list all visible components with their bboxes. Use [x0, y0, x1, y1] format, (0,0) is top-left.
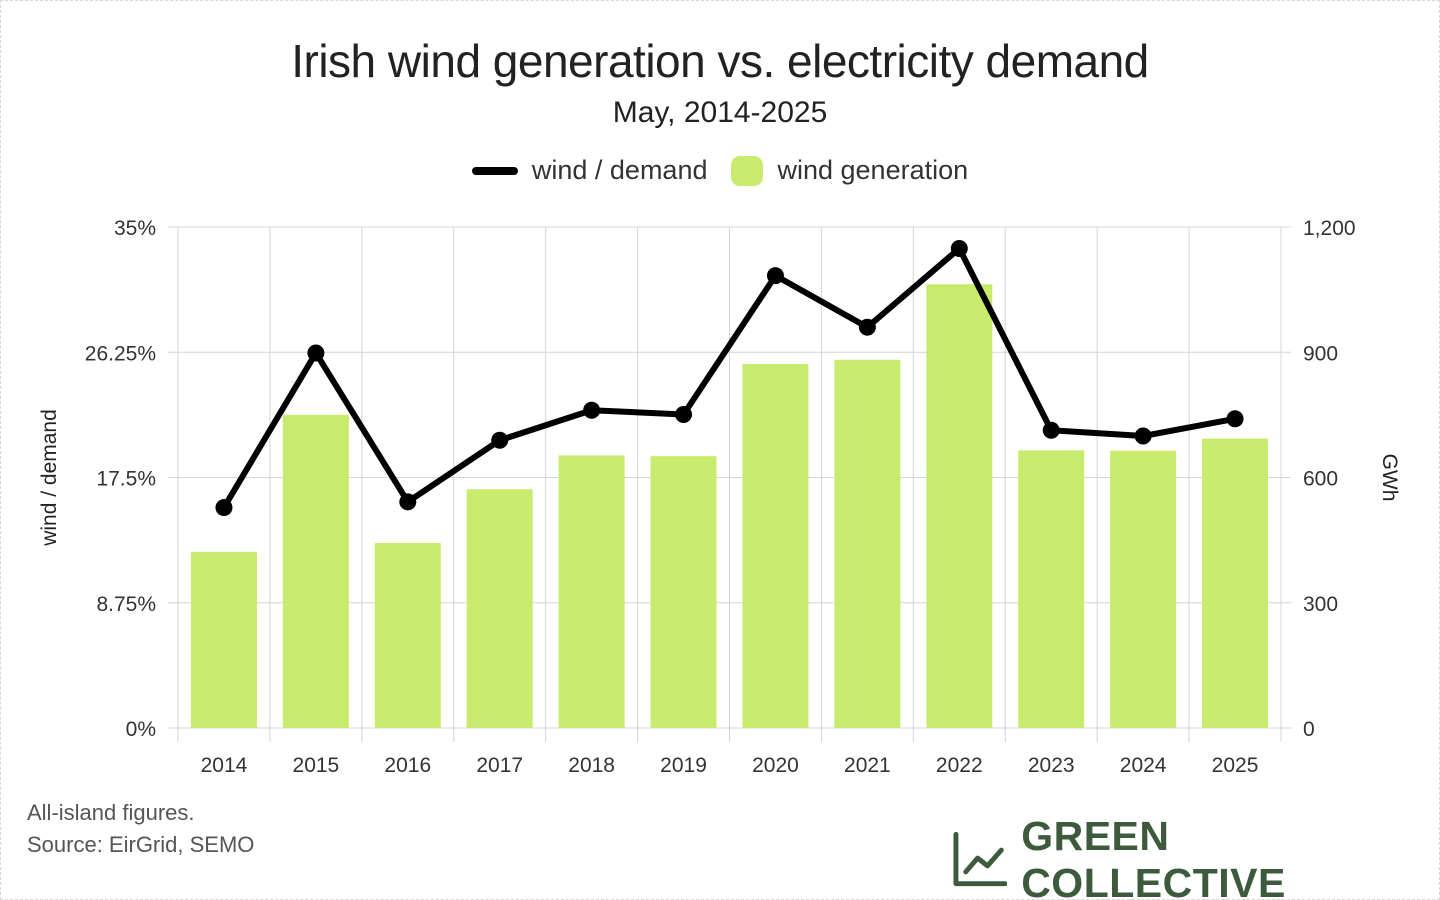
brand-logo: GREEN COLLECTIVE [952, 813, 1440, 900]
x-tick-label: 2014 [201, 754, 248, 777]
ratio-point-2020[interactable] [766, 267, 784, 285]
y-left-tick-label: 26.25% [85, 342, 156, 365]
y-axis-right-title: GWh [1378, 454, 1401, 502]
x-tick-label: 2016 [384, 754, 431, 777]
bar-2022[interactable] [926, 284, 993, 728]
bar-2017[interactable] [466, 489, 533, 728]
legend-line-swatch [471, 166, 518, 175]
ratio-point-2016[interactable] [399, 493, 417, 511]
ratio-point-2014[interactable] [215, 499, 233, 517]
x-tick-label: 2021 [844, 754, 891, 777]
x-tick-label: 2018 [568, 754, 615, 777]
x-tick-label: 2022 [936, 754, 983, 777]
bar-2020[interactable] [742, 363, 809, 728]
bar-2018[interactable] [558, 455, 625, 728]
ratio-point-2015[interactable] [307, 344, 325, 362]
ratio-point-2022[interactable] [950, 239, 968, 257]
ratio-line [220, 245, 1239, 511]
legend-label-ratio: wind / demand [531, 155, 708, 185]
y-left-tick-label: 35% [114, 217, 156, 240]
axes: 0% 8.75% 17.5% 26.25% 35% 0 300 600 900 1,200 2014… [85, 217, 1356, 777]
x-tick-label: 2024 [1120, 754, 1167, 777]
footnote-coverage: All-island figures. [27, 800, 195, 825]
chart-title: Irish wind generation vs. electricity de… [291, 35, 1149, 87]
ratio-point-2025[interactable] [1226, 410, 1244, 428]
bar-2023[interactable] [1018, 450, 1085, 728]
y-right-tick-label: 0 [1303, 718, 1315, 741]
x-tick-label: 2017 [476, 754, 523, 777]
bar-2015[interactable] [282, 414, 349, 728]
ratio-point-2024[interactable] [1134, 427, 1152, 445]
ratio-point-2018[interactable] [583, 401, 601, 419]
grid-lines [168, 226, 1291, 742]
legend-item-ratio[interactable]: wind / demand [471, 155, 708, 186]
y-right-tick-label: 600 [1303, 468, 1338, 491]
bar-2019[interactable] [650, 456, 717, 728]
chart-subtitle: May, 2014-2025 [612, 96, 828, 129]
x-tick-label: 2015 [293, 754, 340, 777]
y-left-tick-label: 0% [126, 718, 156, 741]
brand-name: GREEN COLLECTIVE [1021, 813, 1286, 900]
bar-2025[interactable] [1202, 438, 1269, 728]
line-series [215, 239, 1244, 517]
bar-2024[interactable] [1110, 450, 1177, 728]
y-left-tick-label: 17.5% [96, 468, 156, 491]
ratio-point-2019[interactable] [675, 406, 693, 424]
ratio-point-2017[interactable] [491, 431, 509, 449]
footnote-source: Source: EirGrid, SEMO [27, 832, 255, 857]
ratio-point-2023[interactable] [1042, 421, 1060, 439]
bar-2016[interactable] [374, 543, 441, 728]
x-tick-label: 2019 [660, 754, 707, 777]
y-right-tick-label: 900 [1303, 342, 1338, 365]
y-left-tick-label: 8.75% [96, 593, 156, 616]
x-tick-label: 2025 [1212, 754, 1259, 777]
y-right-tick-label: 300 [1303, 593, 1338, 616]
ratio-point-2021[interactable] [858, 318, 876, 336]
line-chart-icon [953, 832, 1008, 887]
legend-item-generation[interactable]: wind generation [731, 155, 968, 186]
legend-bar-swatch [731, 155, 764, 186]
y-right-tick-label: 1,200 [1303, 217, 1356, 240]
legend-label-generation: wind generation [777, 155, 969, 185]
x-tick-label: 2023 [1028, 754, 1075, 777]
chart-legend: wind / demand wind generation [0, 155, 1440, 186]
x-tick-label: 2020 [752, 754, 799, 777]
y-axis-left-title: wind / demand [38, 409, 61, 547]
bar-series [190, 284, 1269, 728]
bar-2014[interactable] [190, 551, 257, 728]
bar-2021[interactable] [834, 359, 901, 728]
